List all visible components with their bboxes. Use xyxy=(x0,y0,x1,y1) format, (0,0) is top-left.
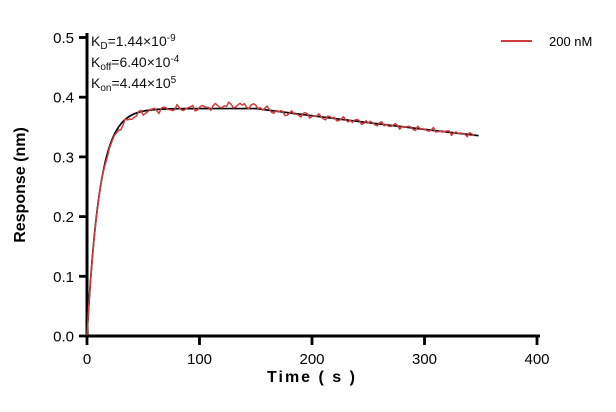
x-tick-label: 400 xyxy=(524,351,549,368)
kon-value: Kon=4.44×105 xyxy=(91,75,177,94)
x-tick-label: 0 xyxy=(83,351,91,368)
y-axis-title: Response (nm) xyxy=(12,127,29,243)
legend-line-swatch xyxy=(501,40,532,42)
koff-value: Koff=6.40×10-4 xyxy=(91,54,180,73)
y-tick-label: 0.2 xyxy=(53,209,74,226)
y-tick-label: 0.0 xyxy=(53,329,74,346)
y-tick-label: 0.5 xyxy=(53,30,74,47)
x-axis-title: Time ( s ) xyxy=(267,369,357,386)
y-tick-label: 0.1 xyxy=(53,269,74,286)
measured-trace xyxy=(86,101,475,336)
x-tick-label: 200 xyxy=(299,351,324,368)
kd-value: KD=1.44×10-9 xyxy=(91,33,176,52)
y-tick-label: 0.3 xyxy=(53,149,74,166)
y-tick-label: 0.4 xyxy=(53,90,74,107)
legend-label: 200 nM xyxy=(549,33,593,49)
x-tick-label: 300 xyxy=(412,351,437,368)
fit-curve xyxy=(86,107,479,337)
legend: 200 nM xyxy=(501,33,592,49)
kinetics-annotation: KD=1.44×10-9 Koff=6.40×10-4 Kon=4.44×105 xyxy=(91,31,179,94)
x-tick-label: 100 xyxy=(187,351,212,368)
